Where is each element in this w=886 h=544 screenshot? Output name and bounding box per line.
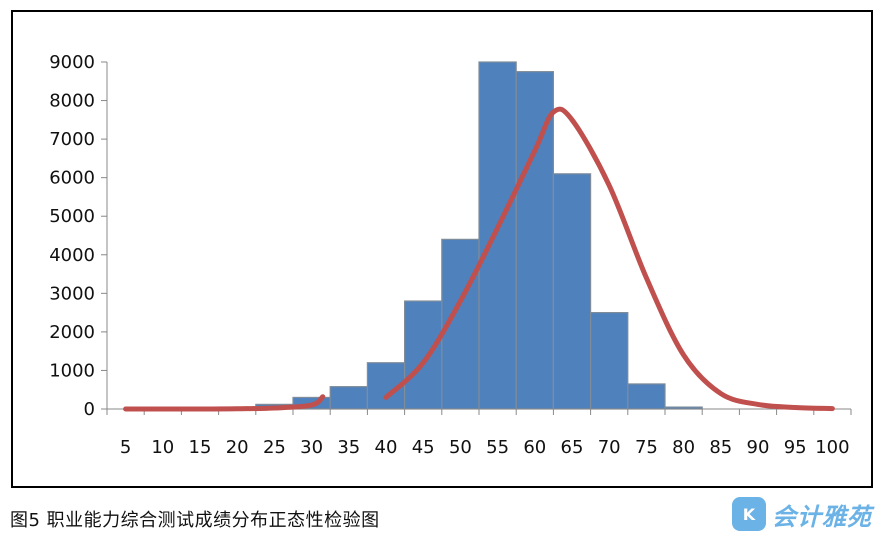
x-tick-label: 70 xyxy=(598,437,621,458)
x-tick-label: 95 xyxy=(784,437,807,458)
x-tick-label: 85 xyxy=(709,437,732,458)
x-tick-label: 45 xyxy=(412,437,435,458)
watermark-logo-icon: K xyxy=(732,497,766,531)
x-tick-label: 100 xyxy=(815,437,849,458)
y-tick-label: 3000 xyxy=(49,283,95,304)
y-tick-label: 4000 xyxy=(49,245,95,266)
figure-caption: 图5 职业能力综合测试成绩分布正态性检验图 xyxy=(10,510,380,531)
y-tick-label: 7000 xyxy=(49,129,95,150)
x-tick-label: 20 xyxy=(226,437,249,458)
y-tick-label: 5000 xyxy=(49,206,95,227)
x-tick-label: 90 xyxy=(747,437,770,458)
x-tick-label: 10 xyxy=(151,437,174,458)
y-tick-label: 6000 xyxy=(49,168,95,189)
bar-65 xyxy=(552,173,592,410)
y-tick-label: 2000 xyxy=(49,322,95,343)
normal-curve-segment-2 xyxy=(383,106,835,412)
x-tick-label: 5 xyxy=(120,437,131,458)
normal-curve-segment-1 xyxy=(123,394,326,412)
y-tick-label: 8000 xyxy=(49,91,95,112)
x-tick-label: 25 xyxy=(263,437,286,458)
x-tick-label: 30 xyxy=(300,437,323,458)
x-tick-label: 40 xyxy=(375,437,398,458)
x-axis: 5 10 15 20 25 30 35 40 45 50 55 60 65 70 75 80 85 90 95 100 xyxy=(106,408,852,458)
y-tick-label: 0 xyxy=(84,399,95,420)
bar-35 xyxy=(329,386,369,410)
y-axis: 0 1000 2000 3000 4000 5000 6000 7000 8000 9000 xyxy=(49,52,108,420)
bar-70 xyxy=(589,312,629,410)
watermark: K 会计雅苑 xyxy=(732,494,872,534)
bars-group xyxy=(218,61,703,410)
normal-curve xyxy=(123,106,835,412)
bar-55 xyxy=(478,61,517,410)
x-tick-label: 60 xyxy=(523,437,546,458)
bar-75 xyxy=(627,383,666,410)
x-tick-label: 35 xyxy=(337,437,360,458)
x-tick-label: 50 xyxy=(449,437,472,458)
x-tick-label: 75 xyxy=(635,437,658,458)
x-tick-label: 65 xyxy=(561,437,584,458)
x-tick-label: 55 xyxy=(486,437,509,458)
x-tick-label: 80 xyxy=(672,437,695,458)
x-tick-label: 15 xyxy=(189,437,212,458)
bar-45 xyxy=(404,300,443,410)
y-tick-label: 1000 xyxy=(49,360,95,381)
watermark-text: 会计雅苑 xyxy=(772,502,872,531)
y-tick-label: 9000 xyxy=(49,52,95,73)
